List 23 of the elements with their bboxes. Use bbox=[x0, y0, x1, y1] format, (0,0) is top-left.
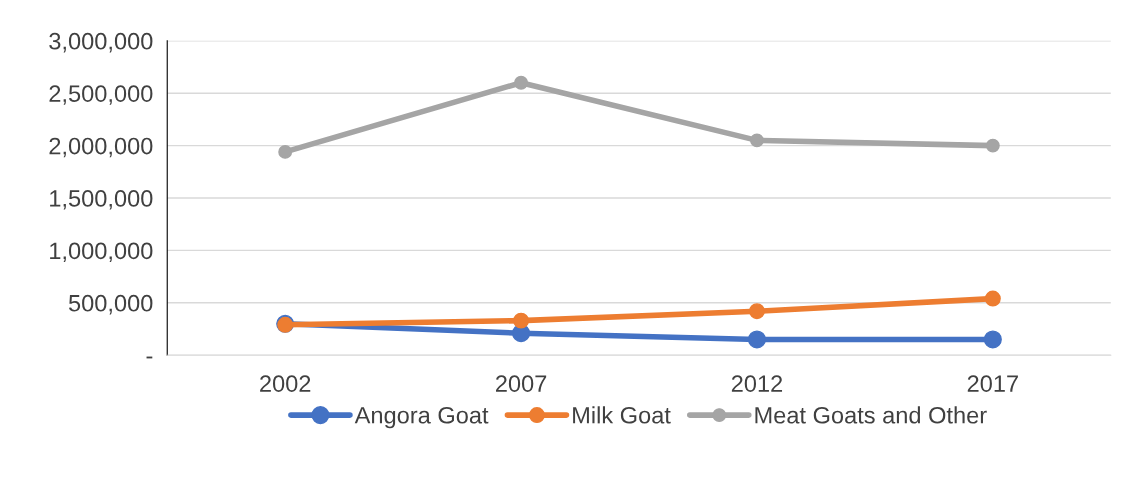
point bbox=[748, 303, 765, 320]
point bbox=[985, 138, 1000, 153]
x-tick-label: 2012 bbox=[731, 375, 783, 392]
point bbox=[984, 290, 1001, 307]
y-tick-label: 3,000,000 bbox=[49, 32, 153, 53]
point bbox=[983, 330, 1002, 349]
y-tick-label: 1,000,000 bbox=[50, 242, 153, 262]
y-tick-label: 1,500,000 bbox=[50, 190, 153, 210]
x-tick-label: 2002 bbox=[260, 375, 311, 392]
point bbox=[750, 133, 764, 148]
point bbox=[513, 312, 530, 329]
y-tick-label: 500,000 bbox=[68, 294, 153, 315]
legend-label: Meat Goats and Other bbox=[755, 406, 987, 424]
y-tick-label: - bbox=[146, 356, 153, 359]
y-tick-label: 2,000,000 bbox=[49, 137, 153, 158]
point bbox=[747, 330, 766, 349]
x-tick-label: 2017 bbox=[967, 375, 1018, 392]
legend-label: Milk Goat bbox=[573, 406, 671, 424]
point bbox=[278, 144, 293, 159]
legend-label: Angora Goat bbox=[354, 406, 489, 429]
y-tick-label: 2,500,000 bbox=[49, 85, 153, 105]
x-tick-label: 2007 bbox=[496, 375, 547, 392]
point bbox=[514, 75, 529, 90]
